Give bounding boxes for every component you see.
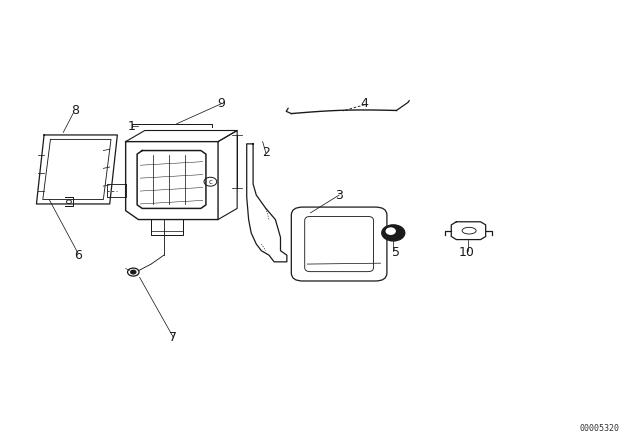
Text: 9: 9 xyxy=(218,97,225,110)
Text: 5: 5 xyxy=(392,246,401,259)
Text: 8: 8 xyxy=(70,104,79,117)
Text: 3: 3 xyxy=(335,189,343,202)
Circle shape xyxy=(382,225,404,241)
Circle shape xyxy=(387,228,395,234)
Circle shape xyxy=(131,270,136,274)
Text: c: c xyxy=(209,179,212,185)
Text: 4: 4 xyxy=(361,97,369,110)
Text: 7: 7 xyxy=(170,331,177,344)
Text: 6: 6 xyxy=(74,249,82,262)
Text: 1: 1 xyxy=(128,120,136,133)
Text: 00005320: 00005320 xyxy=(579,424,620,433)
Text: 2: 2 xyxy=(262,146,270,159)
Text: 10: 10 xyxy=(459,246,474,259)
